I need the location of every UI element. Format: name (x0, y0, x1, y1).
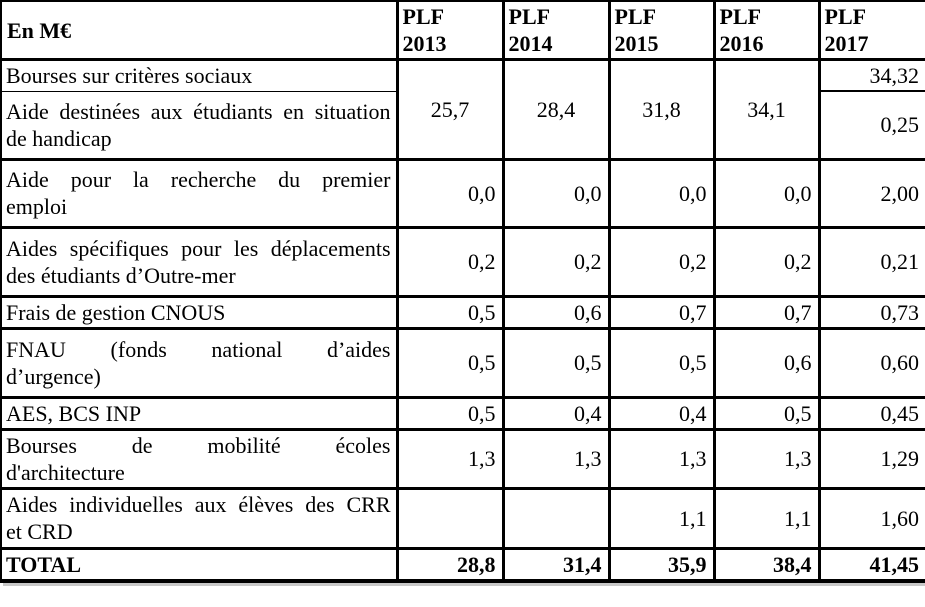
value-cell: 1,29 (817, 427, 925, 490)
value-cell: 0,4 (501, 395, 611, 431)
total-value-cell: 31,4 (501, 546, 611, 583)
value-cell: 0,0 (607, 157, 716, 229)
value-cell: 0,2 (712, 225, 821, 298)
value-cell: 0,6 (501, 294, 611, 330)
row-label: Aide pour la recherche du premier emploi (0, 157, 399, 229)
value-cell: 2,00 (817, 157, 925, 229)
total-value-cell: 38,4 (712, 546, 821, 583)
table-row: Aide destinées aux étudiants en situatio… (0, 90, 925, 161)
value-cell-merged: 31,8 (607, 58, 716, 161)
row-label: Aides individuelles aux élèves des CRR et… (0, 486, 399, 550)
row-label: Aides spécifiques pour les déplacements d… (0, 225, 399, 298)
value-cell: 1,3 (607, 427, 716, 490)
row-label: FNAU (fonds national d’aides d’urgence) (0, 326, 399, 399)
value-cell: 0,25 (817, 90, 925, 161)
total-value-cell: 41,45 (817, 546, 925, 583)
value-cell: 0,5 (712, 395, 821, 431)
value-cell: 1,60 (817, 486, 925, 550)
value-cell: 0,7 (712, 294, 821, 330)
value-cell: 0,5 (395, 395, 505, 431)
value-cell: 1,3 (395, 427, 505, 490)
total-label: TOTAL (0, 546, 399, 583)
table-row: FNAU (fonds national d’aides d’urgence) 0… (0, 326, 925, 399)
table-row: Bourses sur critères sociaux 25,7 28,4 3… (0, 58, 925, 161)
value-cell-merged: 28,4 (501, 58, 611, 161)
total-value-cell: 35,9 (607, 546, 716, 583)
row-label: Aide destinées aux étudiants en situatio… (0, 90, 399, 161)
value-cell: 0,5 (607, 326, 716, 399)
table-row: Frais de gestion CNOUS 0,5 0,6 0,7 0,7 0… (0, 294, 925, 330)
value-cell: 0,5 (395, 294, 505, 330)
table-row: AES, BCS INP 0,5 0,4 0,4 0,5 0,45 (0, 395, 925, 431)
value-cell-merged: 25,7 (395, 58, 505, 161)
header-row: En M€ PLF 2013 PLF 2014 PLF 2015 PLF 201… (0, 0, 925, 61)
value-cell: 0,2 (395, 225, 505, 298)
value-cell: 1,1 (607, 486, 716, 550)
col-header-plf-2014: PLF 2014 (501, 0, 611, 61)
row-label: Frais de gestion CNOUS (0, 294, 399, 330)
table-row: Aide pour la recherche du premier emploi … (0, 157, 925, 229)
row-label: AES, BCS INP (0, 395, 399, 431)
value-cell: 0,4 (607, 395, 716, 431)
value-cell: 0,0 (712, 157, 821, 229)
value-cell: 1,3 (501, 427, 611, 490)
row-label: Bourses de mobilité écoles d'architecture (0, 427, 399, 490)
budget-table: En M€ PLF 2013 PLF 2014 PLF 2015 PLF 201… (0, 0, 925, 583)
total-value-cell: 28,8 (395, 546, 505, 583)
value-cell (501, 486, 611, 550)
total-row: TOTAL 28,8 31,4 35,9 38,4 41,45 (0, 546, 925, 583)
row-label: Bourses sur critères sociaux (0, 58, 399, 92)
value-cell: 0,5 (501, 326, 611, 399)
value-cell: 0,0 (395, 157, 505, 229)
value-cell-merged: 34,1 (712, 58, 821, 161)
value-cell: 0,73 (817, 294, 925, 330)
value-cell: 0,6 (712, 326, 821, 399)
col-header-plf-2015: PLF 2015 (607, 0, 716, 61)
col-header-plf-2017: PLF 2017 (817, 0, 925, 61)
value-cell: 0,7 (607, 294, 716, 330)
value-cell: 0,21 (817, 225, 925, 298)
col-header-plf-2013: PLF 2013 (395, 0, 505, 61)
value-cell: 0,2 (607, 225, 716, 298)
value-cell: 0,0 (501, 157, 611, 229)
value-cell: 1,1 (712, 486, 821, 550)
value-cell: 0,5 (395, 326, 505, 399)
value-cell: 0,60 (817, 326, 925, 399)
table-row: Aides individuelles aux élèves des CRR et… (0, 486, 925, 550)
table-row: Aides spécifiques pour les déplacements d… (0, 225, 925, 298)
unit-label: En M€ (0, 0, 399, 61)
value-cell: 34,32 (817, 58, 925, 92)
value-cell: 1,3 (712, 427, 821, 490)
value-cell: 0,45 (817, 395, 925, 431)
value-cell: 0,2 (501, 225, 611, 298)
value-cell (395, 486, 505, 550)
table-row: Bourses de mobilité écoles d'architecture… (0, 427, 925, 490)
col-header-plf-2016: PLF 2016 (712, 0, 821, 61)
